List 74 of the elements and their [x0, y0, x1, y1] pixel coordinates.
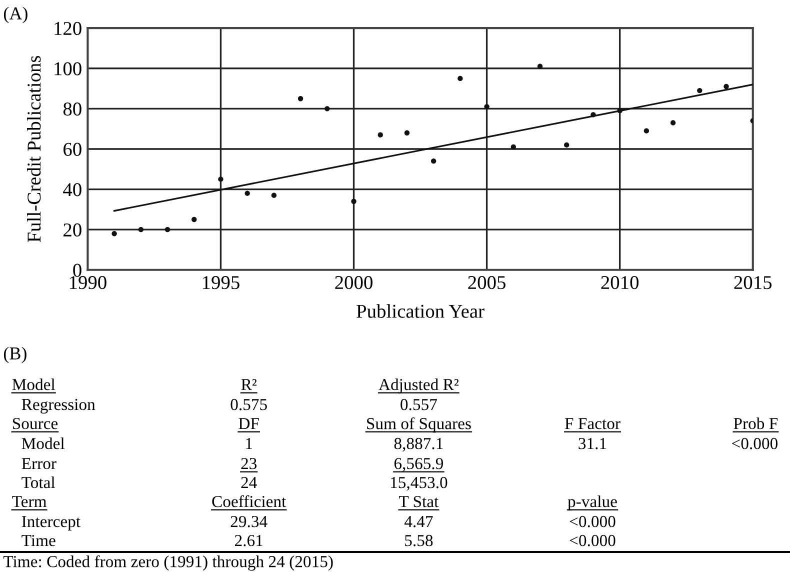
point: [697, 88, 702, 94]
text: Regression: [22, 398, 96, 414]
text: Total: [22, 476, 55, 488]
text: F Factor: [564, 418, 620, 430]
text: 6,565.9: [394, 458, 444, 472]
text: 2.61: [235, 534, 262, 546]
x-axis-title: Publication Year: [356, 304, 484, 318]
text: 31.1: [578, 438, 606, 450]
text: T Stat: [399, 496, 439, 508]
text: <0.000: [570, 516, 616, 528]
point: [378, 132, 383, 138]
x-tick-label: 1995: [202, 276, 240, 290]
text: Coefficient: [212, 495, 286, 508]
point: [324, 106, 330, 112]
y-tick-label: 100: [54, 62, 82, 76]
text: Time: [22, 534, 56, 546]
text: 5.58: [405, 534, 433, 546]
point: [138, 226, 144, 232]
text: Time: Coded from zero (1991) through 24 (2015): [3, 555, 333, 571]
text: DF: [238, 418, 259, 430]
y-tick-label: 20: [64, 223, 82, 237]
text: 23: [241, 458, 257, 470]
point: [644, 128, 650, 134]
text: 0.575: [230, 398, 267, 410]
y-tick-label: 120: [54, 22, 82, 36]
text: 8,887.1: [394, 438, 443, 452]
text: Model: [12, 378, 56, 390]
y-tick-label: 40: [63, 183, 82, 196]
text: Sum of Squares: [367, 417, 471, 433]
x-tick-label: 2015: [734, 276, 772, 290]
text: 15,453.0: [391, 476, 448, 491]
point: [164, 226, 170, 232]
text: 0.557: [400, 398, 437, 410]
point: [484, 104, 490, 110]
point: [510, 144, 516, 150]
text: Model: [22, 437, 65, 450]
y-tick-label: 80: [63, 102, 82, 116]
point: [404, 130, 410, 136]
y-tick-label: 0: [73, 264, 82, 277]
x-tick-label: 2000: [335, 276, 372, 290]
text: (A): [4, 6, 28, 24]
text: (B): [4, 346, 26, 364]
text: 4.47: [404, 516, 433, 528]
text: <0.000: [732, 438, 778, 450]
text: 1: [246, 438, 252, 450]
point: [537, 64, 543, 69]
text: <0.000: [570, 534, 616, 546]
point: [351, 198, 356, 204]
text: p-value: [568, 495, 617, 511]
point: [112, 231, 117, 236]
y-tick-label: 60: [64, 142, 82, 156]
x-tick-label: 2005: [468, 276, 506, 290]
text: Adjusted R²: [378, 378, 459, 394]
text: R²: [241, 379, 257, 390]
point: [244, 190, 250, 196]
point: [430, 158, 436, 164]
text: Error: [22, 458, 56, 470]
text: Prob F: [734, 417, 778, 430]
point: [458, 76, 463, 82]
point: [670, 120, 676, 126]
text: Term: [12, 496, 47, 508]
text: 24: [241, 476, 257, 488]
x-tick-label: 2010: [601, 276, 639, 290]
point: [218, 176, 224, 182]
x-tick-label: 1990: [70, 276, 106, 290]
point: [564, 142, 570, 148]
point: [192, 216, 197, 222]
point: [271, 192, 277, 198]
point: [298, 96, 304, 102]
text: 29.34: [230, 516, 268, 528]
point: [724, 84, 729, 90]
text: Source: [12, 418, 58, 430]
y-axis-title: Full-Credit Publications: [27, 56, 41, 242]
text: Intercept: [22, 516, 80, 531]
